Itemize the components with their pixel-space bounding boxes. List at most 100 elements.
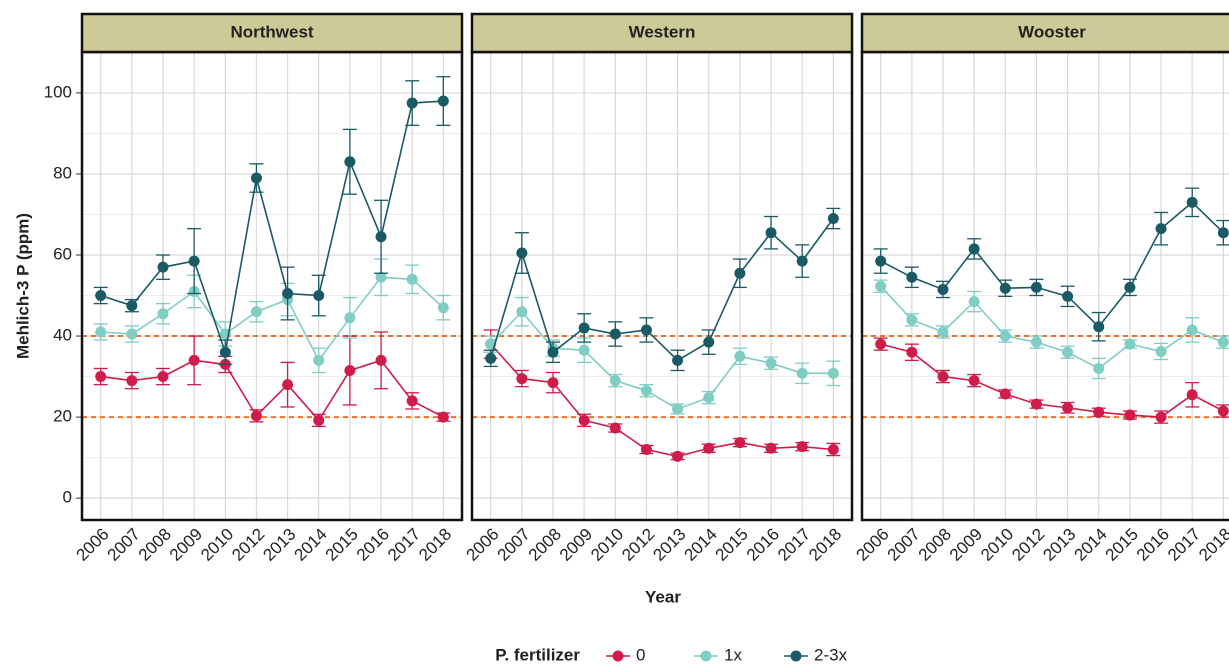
point: [1155, 345, 1167, 357]
point: [703, 392, 715, 404]
x-tick-label: 2008: [525, 525, 565, 565]
strip-title: Western: [629, 22, 696, 41]
point: [765, 227, 777, 239]
point: [188, 354, 200, 366]
point: [640, 443, 652, 455]
point: [796, 367, 808, 379]
point: [437, 95, 449, 107]
y-tick-label: 80: [53, 163, 72, 182]
x-tick-label: 2017: [774, 525, 814, 565]
point: [1030, 336, 1042, 348]
legend-marker: [790, 650, 802, 662]
x-tick-label: 2006: [73, 525, 113, 565]
x-tick-label: 2013: [649, 525, 689, 565]
point: [313, 414, 325, 426]
x-tick-label: 2006: [463, 525, 503, 565]
point: [282, 379, 294, 391]
point: [1093, 362, 1105, 374]
point: [1124, 409, 1136, 421]
series-line: [489, 218, 834, 362]
legend-label: 1x: [724, 645, 742, 664]
x-tick-label: 2010: [197, 525, 237, 565]
point: [219, 346, 231, 358]
point: [313, 290, 325, 302]
point: [375, 231, 387, 243]
panel: Western200620072008200920102012201320142…: [463, 12, 854, 565]
point: [609, 328, 621, 340]
point: [95, 326, 107, 338]
point: [968, 296, 980, 308]
point: [406, 97, 418, 109]
point: [344, 312, 356, 324]
series-line: [880, 343, 1224, 418]
point: [437, 302, 449, 314]
x-tick-label: 2012: [618, 525, 658, 565]
point: [796, 255, 808, 267]
point: [875, 280, 887, 292]
point: [999, 388, 1011, 400]
point: [1186, 389, 1198, 401]
point: [250, 306, 262, 318]
point: [734, 437, 746, 449]
point: [937, 326, 949, 338]
point: [1155, 223, 1167, 235]
y-tick-label: 0: [63, 488, 72, 507]
point: [640, 385, 652, 397]
x-tick-label: 2015: [712, 525, 752, 565]
y-tick-label: 40: [53, 326, 72, 345]
x-axis-title: Year: [645, 587, 681, 606]
point: [1030, 281, 1042, 293]
point: [1062, 346, 1074, 358]
point: [406, 395, 418, 407]
strip: [860, 12, 1229, 54]
point: [875, 338, 887, 350]
series-line: [880, 285, 1224, 370]
point: [937, 371, 949, 383]
point: [968, 375, 980, 387]
point: [1124, 281, 1136, 293]
x-tick-label: 2018: [1195, 525, 1229, 565]
point: [827, 443, 839, 455]
x-tick-label: 2015: [1102, 525, 1142, 565]
panel: Wooster200620072008200920102012201320142…: [853, 12, 1229, 565]
point: [406, 273, 418, 285]
legend-label: 2-3x: [814, 645, 848, 664]
x-tick-label: 2016: [353, 525, 393, 565]
point: [95, 290, 107, 302]
x-tick-label: 2016: [743, 525, 783, 565]
legend-marker: [700, 650, 712, 662]
point: [765, 442, 777, 454]
x-tick-label: 2016: [1133, 525, 1173, 565]
point: [1062, 290, 1074, 302]
point: [578, 322, 590, 334]
point: [968, 243, 980, 255]
point: [672, 450, 684, 462]
x-tick-label: 2013: [259, 525, 299, 565]
point: [126, 300, 138, 312]
x-tick-label: 2009: [166, 525, 206, 565]
point: [1217, 336, 1229, 348]
x-tick-label: 2018: [415, 525, 455, 565]
x-tick-label: 2013: [1039, 525, 1079, 565]
strip: [470, 12, 854, 54]
point: [672, 354, 684, 366]
legend-marker: [612, 650, 624, 662]
point: [703, 442, 715, 454]
x-tick-label: 2017: [1164, 525, 1204, 565]
point: [1093, 321, 1105, 333]
point: [516, 306, 528, 318]
point: [1030, 398, 1042, 410]
point: [765, 357, 777, 369]
x-tick-label: 2012: [228, 525, 268, 565]
point: [827, 213, 839, 225]
point: [1155, 411, 1167, 423]
x-tick-label: 2008: [135, 525, 175, 565]
point: [578, 414, 590, 426]
point: [95, 371, 107, 383]
point: [1217, 227, 1229, 239]
x-tick-label: 2009: [556, 525, 596, 565]
x-tick-label: 2012: [1008, 525, 1048, 565]
strip: [80, 12, 464, 54]
point: [703, 336, 715, 348]
